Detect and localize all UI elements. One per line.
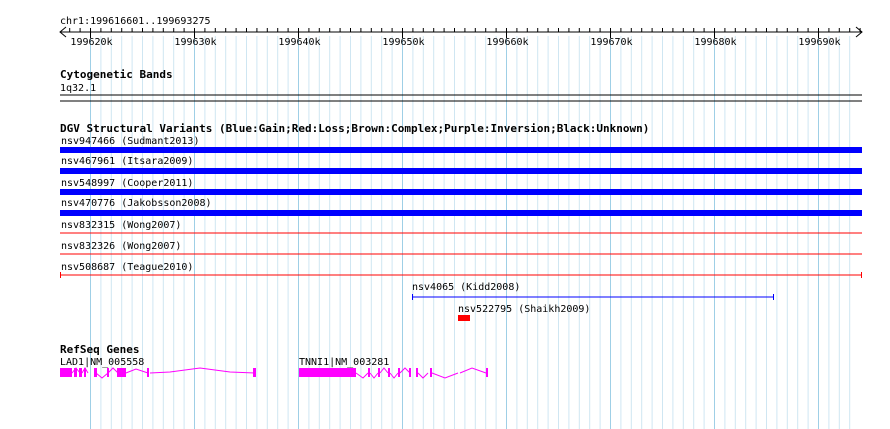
variant-label: nsv4065 (Kidd2008) (412, 282, 520, 293)
dgv-track: DGV Structural Variants (Blue:Gain;Red:L… (60, 122, 862, 321)
variant-label: nsv508687 (Teague2010) (61, 262, 193, 273)
variant-label: nsv832326 (Wong2007) (61, 241, 181, 252)
refseq-track: RefSeq Genes LAD1|NM_005558 TNNI1|NM_003… (60, 343, 488, 379)
variant-label: nsv548997 (Cooper2011) (61, 178, 193, 189)
location-label: chr1:199616601..199693275 (60, 16, 211, 27)
variant-range-gain[interactable] (412, 294, 774, 300)
ruler-right-arrow (855, 26, 863, 38)
variant-bar-gain[interactable] (60, 189, 862, 195)
ruler-tick-label: 199640k (278, 37, 320, 48)
ruler-tick-label: 199690k (798, 37, 840, 48)
variant-bar-loss[interactable] (458, 315, 470, 321)
cytoband-track: Cytogenetic Bands 1q32.1 (60, 68, 862, 102)
variant-label: nsv470776 (Jakobsson2008) (61, 198, 212, 209)
ruler-ticks: 199620k 199630k 199640k 199650k 199660k 19967… (59, 26, 863, 48)
ruler-tick-label: 199630k (174, 37, 216, 48)
variant-label: nsv467961 (Itsara2009) (61, 156, 193, 167)
variant-bar-gain[interactable] (60, 168, 862, 174)
variant-label: nsv522795 (Shaikh2009) (458, 304, 590, 315)
ruler: chr1:199616601..199693275 199620k 199630k… (59, 16, 863, 48)
gene-model-tnni1[interactable] (299, 367, 488, 379)
refseq-title: RefSeq Genes (60, 343, 139, 356)
dgv-title: DGV Structural Variants (Blue:Gain;Red:L… (60, 122, 649, 135)
gene-label: TNNI1|NM_003281 (299, 357, 389, 368)
gene-model-lad1[interactable] (60, 367, 256, 379)
ruler-tick-label: 199660k (486, 37, 528, 48)
ruler-tick-label: 199620k (70, 37, 112, 48)
ruler-tick-label: 199670k (590, 37, 632, 48)
cytoband-title: Cytogenetic Bands (60, 68, 173, 81)
gene-label: LAD1|NM_005558 (60, 357, 144, 368)
variant-label: nsv947466 (Sudmant2013) (61, 136, 199, 147)
variant-bar-gain[interactable] (60, 147, 862, 153)
variant-bar-gain[interactable] (60, 210, 862, 216)
ruler-left-arrow (59, 26, 67, 38)
ruler-tick-label: 199650k (382, 37, 424, 48)
ruler-tick-label: 199680k (694, 37, 736, 48)
variant-label: nsv832315 (Wong2007) (61, 220, 181, 231)
variant-range-loss[interactable] (60, 272, 862, 278)
cytoband-label: 1q32.1 (60, 83, 96, 94)
